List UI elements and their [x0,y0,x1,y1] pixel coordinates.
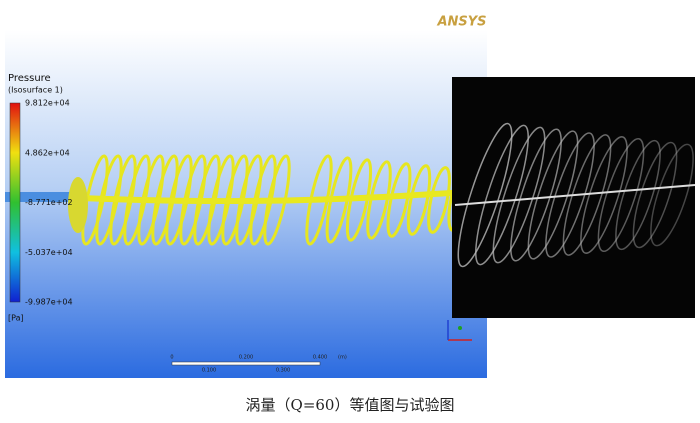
axis-triad [447,320,472,341]
vortex [527,130,579,260]
caption: 涡量（Q=60）等值图与试验图 [245,396,455,414]
coil [406,164,432,236]
legend-label: -5.037e+04 [25,248,73,257]
vortex [632,141,678,249]
vortex [457,122,513,268]
scale-unit: (m) [338,355,347,361]
scale-label: 0.400 [313,355,327,361]
vortex [597,137,645,253]
experiment-photo [452,77,695,318]
legend-label: -8.771e+02 [25,198,73,207]
scale-bar [171,361,321,366]
inlet-pipe [5,192,75,202]
scale-label: 0 [170,355,173,361]
scale-label: 0.200 [239,355,253,361]
scale-labels: 0 0.200 0.400 (m) 0.100 0.300 [170,355,346,374]
vortex [650,143,694,247]
legend-label: -9.987e+04 [25,298,73,307]
vortex [545,132,595,258]
vortex [510,128,562,262]
coil [427,166,451,234]
legend-title: Pressure [8,73,51,84]
scale-bar-rect [171,361,321,366]
scale-label: 0.100 [202,368,216,374]
color-bar [9,102,21,303]
vortex [562,134,612,256]
legend-label: 9.812e+04 [25,99,70,108]
legend-label: 4.862e+04 [25,148,70,157]
legend-subtitle: (Isosurface 1) [8,86,63,95]
scale-label: 0.300 [276,368,290,374]
logo: ANSYS [436,15,486,30]
photo-shaft [454,184,696,206]
legend-unit: [Pa] [8,314,24,323]
legend-labels: 9.812e+04 4.862e+04 -8.771e+02 -5.037e+04 -9… [25,99,73,307]
hub [68,177,88,233]
vortex [580,136,628,254]
